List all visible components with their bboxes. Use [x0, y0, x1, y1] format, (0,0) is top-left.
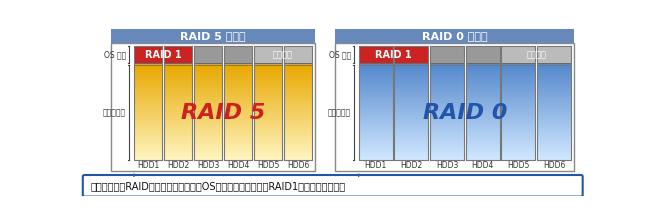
FancyBboxPatch shape	[83, 175, 582, 197]
FancyBboxPatch shape	[284, 46, 312, 63]
Text: RAID 0: RAID 0	[422, 103, 507, 123]
Text: HDD3: HDD3	[197, 161, 219, 169]
FancyBboxPatch shape	[111, 43, 315, 171]
Text: HDD3: HDD3	[436, 161, 458, 169]
Text: RAID 1: RAID 1	[375, 50, 412, 60]
Text: HDD2: HDD2	[167, 161, 189, 169]
Text: HDD5: HDD5	[507, 161, 530, 169]
Text: HDD1: HDD1	[365, 161, 387, 169]
FancyBboxPatch shape	[537, 46, 571, 63]
Text: データ領域: データ領域	[328, 108, 351, 117]
Text: HDD5: HDD5	[257, 161, 280, 169]
FancyBboxPatch shape	[164, 46, 192, 63]
Text: HDD6: HDD6	[543, 161, 566, 169]
FancyBboxPatch shape	[134, 46, 162, 63]
Text: RAID 5: RAID 5	[181, 103, 265, 123]
FancyBboxPatch shape	[501, 46, 536, 63]
Text: HDD4: HDD4	[471, 161, 494, 169]
Text: 利用不可: 利用不可	[273, 50, 293, 59]
FancyBboxPatch shape	[465, 46, 500, 63]
Text: OS 領域: OS 領域	[329, 50, 351, 59]
FancyBboxPatch shape	[395, 46, 428, 63]
FancyBboxPatch shape	[335, 29, 574, 43]
Text: RAID 5 設定時: RAID 5 設定時	[180, 31, 246, 41]
Text: HDD2: HDD2	[400, 161, 422, 169]
FancyBboxPatch shape	[254, 46, 282, 63]
Text: HDD6: HDD6	[287, 161, 309, 169]
FancyBboxPatch shape	[359, 46, 393, 63]
Text: HDD4: HDD4	[227, 161, 249, 169]
Text: RAID 0 設定時: RAID 0 設定時	[422, 31, 488, 41]
FancyBboxPatch shape	[194, 46, 222, 63]
FancyBboxPatch shape	[111, 29, 315, 43]
Text: OS 領域: OS 領域	[104, 50, 126, 59]
Text: RAID 1: RAID 1	[145, 50, 181, 60]
Text: データ領域のRAID設定にかかわらず、OS領域については常にRAID1が構成されます。: データ領域のRAID設定にかかわらず、OS領域については常にRAID1が構成され…	[90, 181, 346, 191]
Text: 利用不可: 利用不可	[526, 50, 546, 59]
FancyBboxPatch shape	[224, 46, 252, 63]
FancyBboxPatch shape	[430, 46, 464, 63]
FancyBboxPatch shape	[335, 43, 574, 171]
Text: HDD1: HDD1	[137, 161, 159, 169]
Text: データ領域: データ領域	[103, 108, 126, 117]
